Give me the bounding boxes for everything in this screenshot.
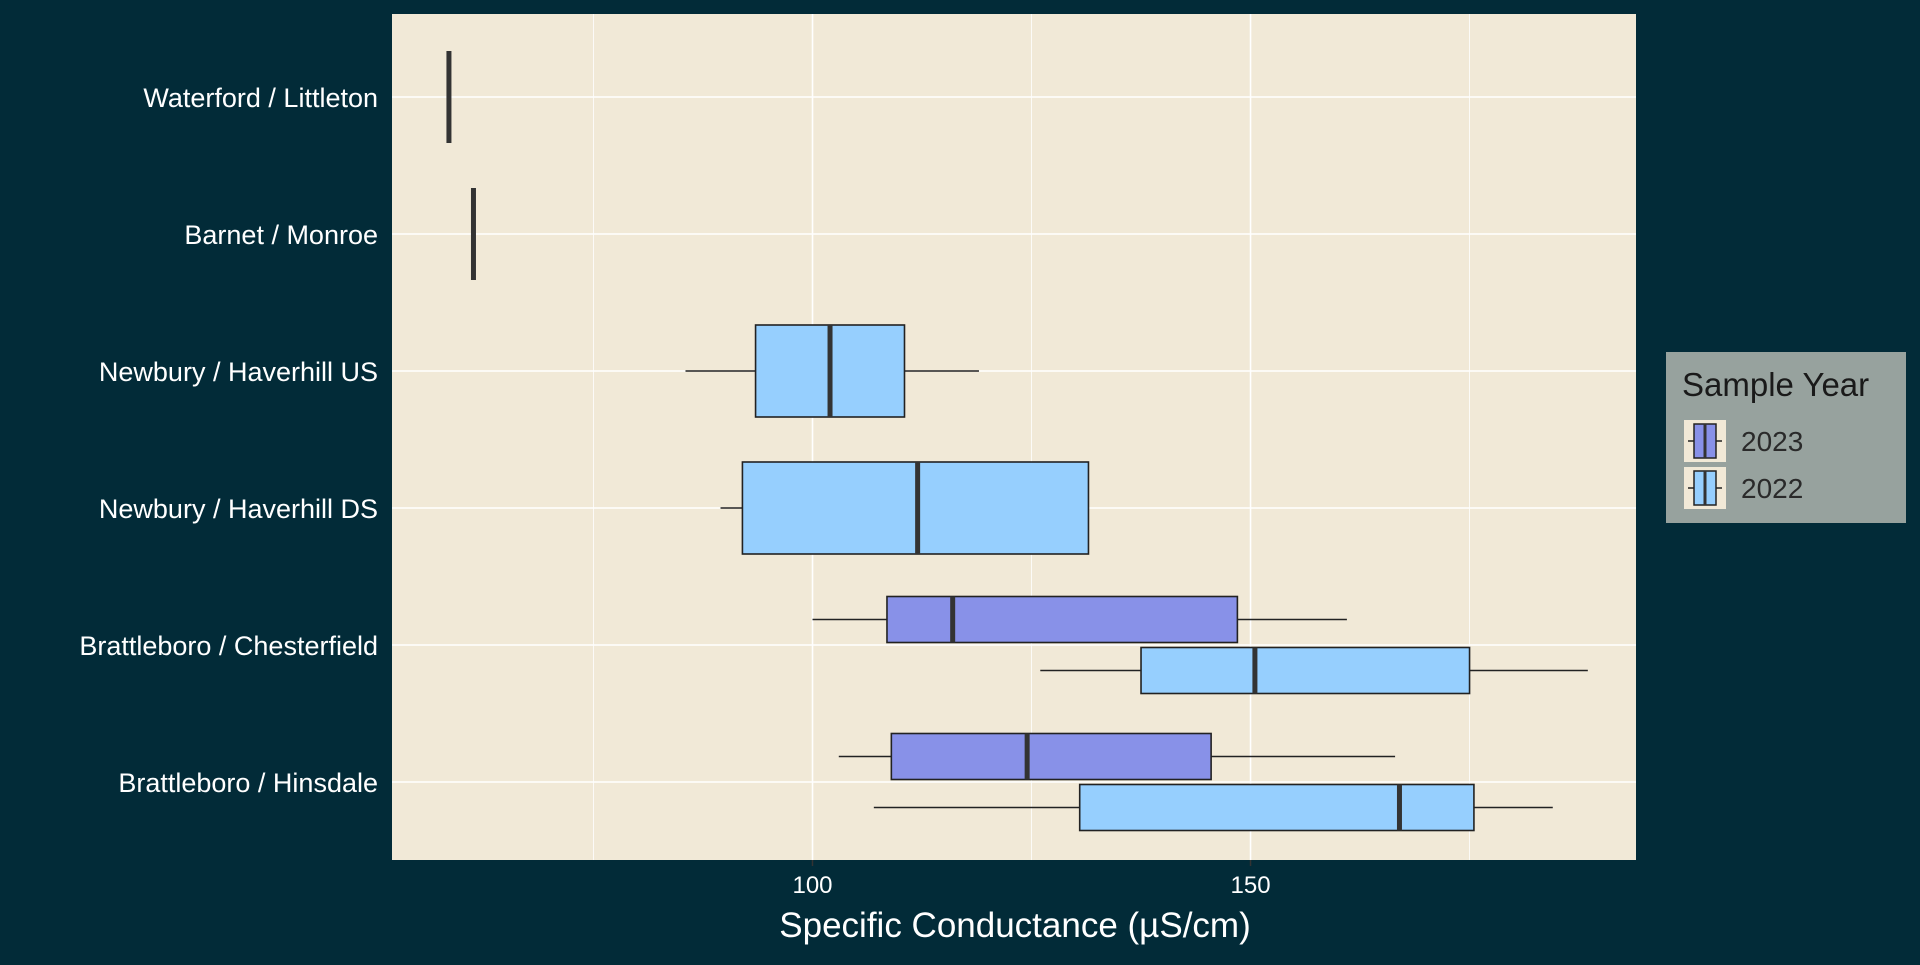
box-2022 bbox=[685, 324, 979, 418]
category-labels: Waterford / Littleton Barnet / Monroe Newb… bbox=[79, 83, 378, 798]
category-label: Newbury / Haverhill DS bbox=[99, 494, 378, 524]
x-tick-label: 100 bbox=[792, 872, 832, 899]
legend-item-2022: 2022 bbox=[1684, 467, 1803, 509]
box-2023 bbox=[838, 732, 1396, 781]
box-iqr bbox=[890, 732, 1212, 781]
plot-panel bbox=[392, 14, 1636, 860]
legend-label: 2023 bbox=[1741, 426, 1803, 457]
category-label: Brattleboro / Chesterfield bbox=[79, 631, 378, 661]
box-iqr bbox=[1078, 783, 1475, 832]
grid-lines bbox=[392, 14, 1636, 860]
category-label: Brattleboro / Hinsdale bbox=[118, 768, 378, 798]
x-tick-labels: 100 150 bbox=[792, 860, 1271, 899]
boxes-layer bbox=[446, 51, 1588, 832]
box-2022 bbox=[720, 461, 1090, 555]
category-label: Waterford / Littleton bbox=[143, 83, 378, 113]
x-tick-label: 150 bbox=[1231, 872, 1271, 899]
box-2022 bbox=[1040, 646, 1588, 695]
box-2023 bbox=[812, 595, 1347, 644]
legend: Sample Year 2023 2022 bbox=[1666, 352, 1906, 523]
box-iqr bbox=[1140, 646, 1471, 695]
x-axis-title: Specific Conductance (µS/cm) bbox=[779, 906, 1250, 945]
category-label: Newbury / Haverhill US bbox=[99, 357, 378, 387]
category-label: Barnet / Monroe bbox=[184, 220, 378, 250]
box-iqr bbox=[886, 595, 1239, 644]
legend-item-2023: 2023 bbox=[1684, 420, 1803, 462]
legend-label: 2022 bbox=[1741, 473, 1803, 504]
legend-title: Sample Year bbox=[1682, 366, 1869, 403]
box-2022 bbox=[873, 783, 1553, 832]
legend-items: 2023 2022 bbox=[1684, 420, 1803, 509]
